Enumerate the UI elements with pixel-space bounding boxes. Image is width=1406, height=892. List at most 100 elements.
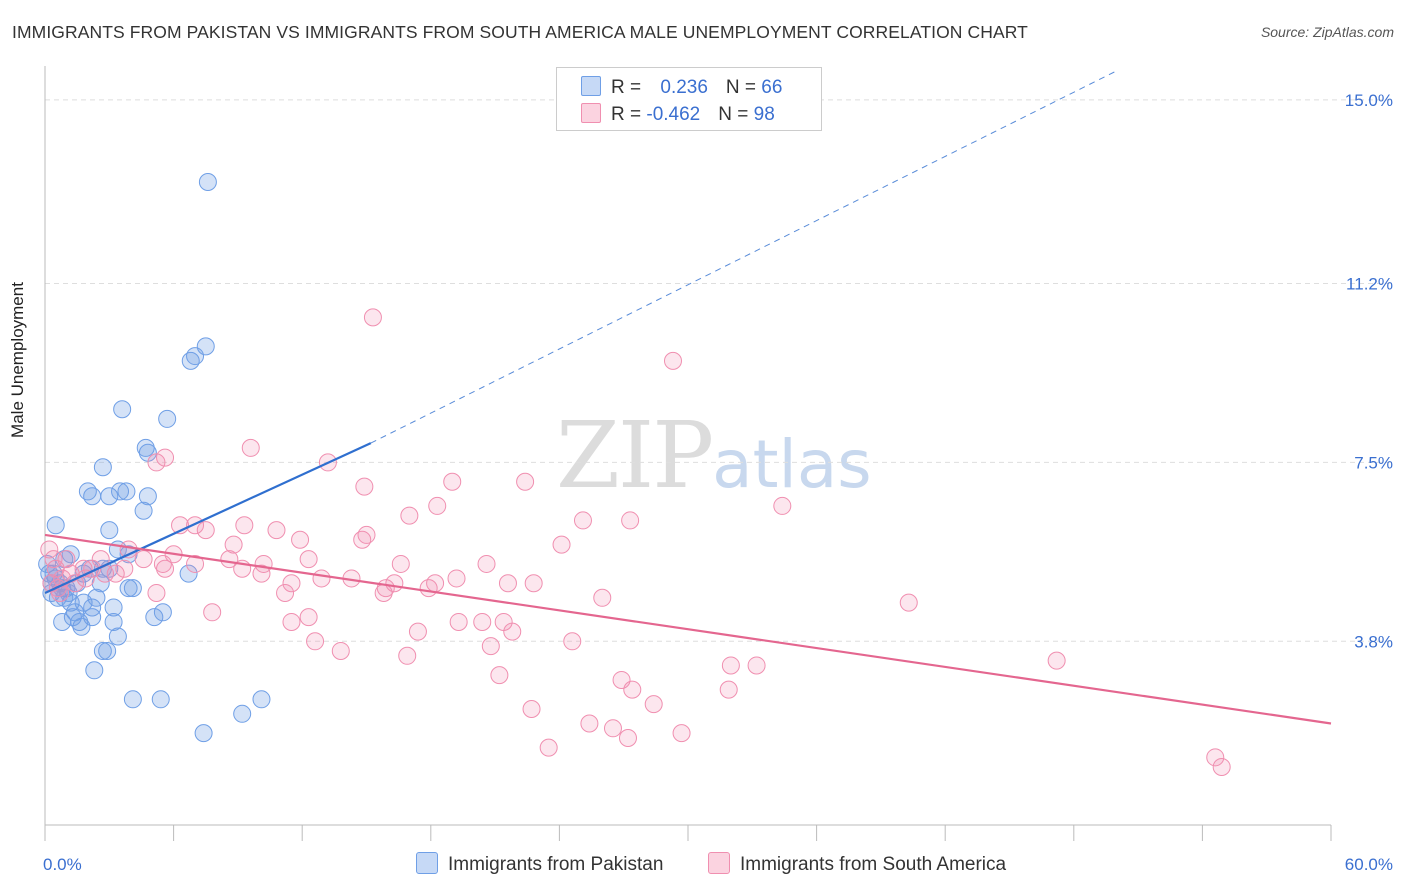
point-south-america: [552, 535, 571, 554]
point-pakistan: [83, 608, 102, 627]
point-pakistan: [123, 579, 142, 598]
legend-swatch-pakistan: [581, 76, 601, 96]
point-south-america: [477, 554, 496, 573]
point-south-america: [563, 632, 582, 651]
source-label: Source: ZipAtlas.com: [1260, 24, 1394, 40]
point-south-america: [203, 603, 222, 622]
point-pakistan: [108, 627, 127, 646]
trend-line-south-america: [44, 533, 1332, 725]
point-south-america: [539, 738, 558, 757]
point-south-america: [156, 559, 175, 578]
point-south-america: [663, 351, 682, 370]
point-pakistan: [179, 564, 198, 583]
watermark-atlas: atlas: [712, 426, 872, 503]
bottom-legend-pakistan: Immigrants from Pakistan: [416, 852, 663, 876]
point-pakistan: [87, 588, 106, 607]
point-south-america: [503, 622, 522, 641]
point-pakistan: [85, 661, 104, 680]
y-tick-label: 7.5%: [1354, 453, 1393, 472]
point-south-america: [1206, 748, 1225, 767]
point-south-america: [644, 695, 663, 714]
legend-box: R = 0.236 N = 66 R = -0.462 N = 98: [556, 67, 822, 131]
point-south-america: [580, 714, 599, 733]
point-south-america: [44, 550, 63, 569]
point-south-america: [672, 724, 691, 743]
point-south-america: [603, 719, 622, 738]
point-south-america: [747, 656, 766, 675]
point-south-america: [235, 516, 254, 535]
legend-row-pakistan: R = 0.236 N = 66: [581, 76, 782, 98]
point-pakistan: [151, 690, 170, 709]
legend-n-value-pakistan: 66: [761, 77, 783, 98]
bottom-legend-label-south-america: Immigrants from South America: [740, 854, 1007, 875]
point-south-america: [419, 579, 438, 598]
point-south-america: [355, 477, 374, 496]
legend-r-label: R =: [611, 77, 647, 98]
point-south-america: [899, 593, 918, 612]
point-south-america: [719, 680, 738, 699]
point-pakistan: [93, 458, 112, 477]
point-pakistan: [117, 482, 136, 501]
point-pakistan: [98, 641, 117, 660]
point-south-america: [267, 521, 286, 540]
point-pakistan: [123, 690, 142, 709]
legend-r-value-south-america: -0.462: [646, 104, 701, 125]
legend-n-label: N =: [725, 77, 762, 98]
point-south-america: [156, 448, 175, 467]
legend-r-label: R =: [611, 104, 647, 125]
point-pakistan: [83, 487, 102, 506]
x-tick-label: 0.0%: [43, 855, 82, 874]
point-south-america: [473, 612, 492, 631]
point-south-america: [282, 612, 301, 631]
bottom-legend-swatch-pakistan: [416, 852, 438, 874]
point-south-america: [252, 564, 271, 583]
point-pakistan: [119, 579, 138, 598]
point-pakistan: [194, 724, 213, 743]
point-south-america: [306, 632, 325, 651]
point-south-america: [299, 608, 318, 627]
point-pakistan: [100, 487, 119, 506]
watermark: ZIPatlas: [556, 402, 872, 509]
point-pakistan: [66, 603, 85, 622]
point-pakistan: [138, 487, 157, 506]
point-south-america: [593, 588, 612, 607]
point-south-america: [443, 472, 462, 491]
point-south-america: [376, 579, 395, 598]
point-south-america: [400, 506, 419, 525]
point-south-america: [481, 637, 500, 656]
point-south-america: [331, 641, 350, 660]
point-pakistan: [198, 173, 217, 192]
point-south-america: [147, 583, 166, 602]
point-pakistan: [158, 409, 177, 428]
y-tick-label: 3.8%: [1354, 632, 1393, 651]
point-south-america: [573, 511, 592, 530]
legend-r-value-pakistan: 0.236: [660, 77, 708, 98]
point-south-america: [524, 574, 543, 593]
point-pakistan: [153, 603, 172, 622]
legend-row-south-america: R = -0.462 N = 98: [581, 103, 775, 125]
point-south-america: [115, 559, 134, 578]
point-south-america: [40, 540, 59, 559]
point-south-america: [224, 535, 243, 554]
x-tick-label: 60.0%: [1345, 855, 1393, 874]
point-pakistan: [186, 347, 205, 366]
point-pakistan: [145, 608, 164, 627]
point-pakistan: [104, 612, 123, 631]
point-south-america: [522, 699, 541, 718]
point-south-america: [490, 666, 509, 685]
point-pakistan: [100, 521, 119, 540]
point-south-america: [312, 569, 331, 588]
point-south-america: [516, 472, 535, 491]
point-south-america: [276, 583, 295, 602]
bottom-legend-swatch-south-america: [708, 852, 730, 874]
trend-line-pakistan: [44, 442, 372, 594]
watermark-zip: ZIP: [556, 402, 714, 509]
trend-extrapolation-pakistan: [370, 70, 1117, 444]
y-tick-label: 11.2%: [1346, 275, 1393, 294]
point-south-america: [353, 530, 372, 549]
point-south-america: [196, 521, 215, 540]
y-tick-label: 15.0%: [1345, 91, 1393, 110]
point-south-america: [428, 496, 447, 515]
point-south-america: [408, 622, 427, 641]
